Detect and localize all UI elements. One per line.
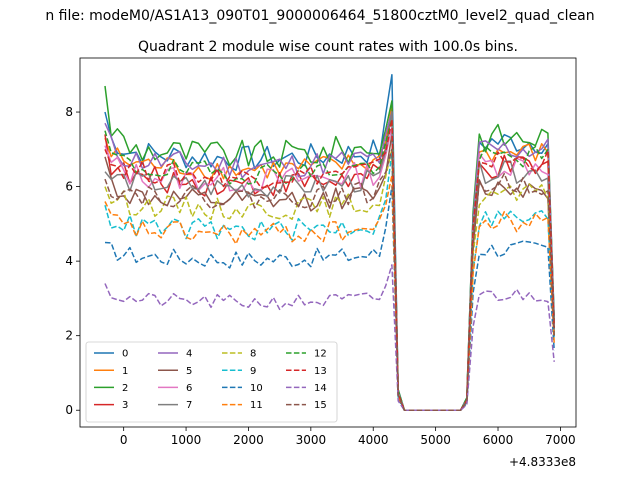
legend-label: 8	[250, 349, 256, 360]
legend-item-8: 8	[222, 349, 256, 360]
y-tick-label: 6	[65, 180, 73, 194]
series-line-2	[104, 85, 555, 411]
series-line-14	[104, 264, 555, 411]
legend-label: 12	[314, 349, 327, 360]
x-tick-label: 6000	[483, 433, 514, 447]
legend-label: 3	[122, 400, 128, 411]
legend-label: 10	[250, 383, 263, 394]
x-offset-label: +4.8333e8	[509, 455, 576, 469]
series-line-8	[104, 148, 555, 411]
legend-item-14: 14	[286, 383, 327, 394]
series-layer	[104, 74, 555, 411]
x-tick-label: 0	[120, 433, 128, 447]
series-line-10	[104, 185, 555, 411]
legend-item-2: 2	[94, 383, 128, 394]
plot-frame	[79, 57, 577, 428]
series-line-15	[104, 148, 555, 411]
legend-label: 7	[186, 400, 192, 411]
legend-label: 4	[186, 349, 192, 360]
legend-item-7: 7	[158, 400, 192, 411]
series-line-1	[104, 103, 555, 411]
y-tick-label: 2	[65, 329, 73, 343]
x-tick-label: 7000	[545, 433, 576, 447]
x-tick-label: 1000	[171, 433, 202, 447]
x-tick-label: 5000	[420, 433, 451, 447]
legend-label: 15	[314, 400, 327, 411]
x-tick-label: 2000	[233, 433, 264, 447]
y-tick-label: 8	[65, 105, 73, 119]
legend-label: 5	[186, 366, 192, 377]
series-line-11	[104, 174, 555, 411]
series-line-12	[104, 118, 555, 411]
legend-item-0: 0	[94, 349, 128, 360]
series-line-5	[104, 133, 555, 411]
legend-item-13: 13	[286, 366, 327, 377]
y-tick-label: 4	[65, 254, 73, 268]
legend-label: 13	[314, 366, 327, 377]
legend-item-10: 10	[222, 383, 263, 394]
series-line-13	[104, 118, 555, 411]
chart-title: Quadrant 2 module wise count rates with …	[138, 39, 518, 55]
x-tick-label: 3000	[296, 433, 327, 447]
legend-label: 1	[122, 366, 128, 377]
legend-label: 2	[122, 383, 128, 394]
legend-label: 9	[250, 366, 256, 377]
figure-suptitle: n file: modeM0/AS1A13_090T01_9000006464_…	[45, 8, 594, 24]
legend-item-3: 3	[94, 400, 128, 411]
legend-label: 11	[250, 400, 263, 411]
legend-item-11: 11	[222, 400, 263, 411]
series-line-4	[104, 111, 555, 411]
legend-label: 0	[122, 349, 128, 360]
legend-item-12: 12	[286, 349, 327, 360]
legend-label: 6	[186, 383, 192, 394]
legend-item-4: 4	[158, 349, 192, 360]
legend-item-1: 1	[94, 366, 128, 377]
x-axis: 0 1000 2000 3000 4000 5000 6000 7000	[120, 427, 576, 447]
legend-item-9: 9	[222, 366, 256, 377]
legend-item-15: 15	[286, 400, 327, 411]
legend-item-5: 5	[158, 366, 192, 377]
legend-box	[85, 341, 338, 423]
y-axis: 0 2 4 6 8	[65, 105, 80, 417]
x-tick-label: 4000	[358, 433, 389, 447]
legend-label: 14	[314, 383, 327, 394]
legend-item-6: 6	[158, 383, 192, 394]
y-tick-label: 0	[65, 403, 73, 417]
